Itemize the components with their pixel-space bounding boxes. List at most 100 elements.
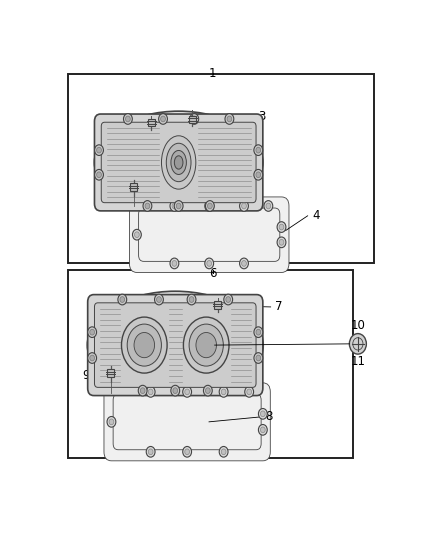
Ellipse shape — [97, 115, 260, 209]
FancyBboxPatch shape — [214, 301, 221, 309]
Circle shape — [277, 222, 286, 232]
Circle shape — [132, 229, 141, 240]
Circle shape — [203, 385, 212, 396]
Circle shape — [261, 411, 265, 417]
Circle shape — [221, 389, 226, 395]
Ellipse shape — [87, 291, 263, 399]
Text: 7: 7 — [276, 301, 283, 313]
FancyBboxPatch shape — [132, 200, 286, 269]
Circle shape — [254, 169, 263, 180]
Circle shape — [185, 389, 190, 395]
Circle shape — [95, 145, 103, 156]
Ellipse shape — [166, 143, 191, 182]
Ellipse shape — [171, 150, 187, 174]
Circle shape — [258, 408, 267, 419]
Circle shape — [183, 386, 191, 397]
Circle shape — [207, 261, 212, 266]
Circle shape — [90, 329, 95, 335]
Circle shape — [219, 386, 228, 397]
Bar — [68, 270, 353, 458]
Circle shape — [242, 203, 246, 209]
Circle shape — [247, 389, 251, 395]
Circle shape — [138, 385, 147, 396]
Circle shape — [254, 327, 263, 337]
FancyBboxPatch shape — [130, 197, 289, 272]
Circle shape — [90, 355, 95, 361]
Ellipse shape — [162, 136, 196, 189]
Circle shape — [126, 116, 130, 122]
FancyBboxPatch shape — [148, 119, 155, 126]
Circle shape — [172, 203, 177, 209]
Circle shape — [279, 239, 284, 245]
Circle shape — [256, 172, 261, 177]
Circle shape — [350, 334, 366, 354]
Circle shape — [118, 294, 127, 305]
FancyBboxPatch shape — [95, 303, 256, 387]
Text: 1: 1 — [209, 67, 216, 80]
Circle shape — [264, 200, 273, 211]
Circle shape — [148, 389, 153, 395]
Circle shape — [88, 353, 96, 364]
Ellipse shape — [121, 317, 167, 373]
FancyBboxPatch shape — [107, 369, 114, 377]
Circle shape — [227, 116, 232, 122]
Ellipse shape — [174, 156, 183, 169]
Circle shape — [143, 200, 152, 211]
Text: 2: 2 — [110, 123, 117, 136]
Ellipse shape — [189, 324, 223, 366]
Ellipse shape — [134, 333, 155, 358]
Circle shape — [146, 447, 155, 457]
Circle shape — [261, 427, 265, 433]
Circle shape — [205, 200, 214, 211]
Text: 3: 3 — [258, 110, 266, 123]
Circle shape — [245, 386, 254, 397]
Circle shape — [97, 147, 101, 153]
Circle shape — [219, 447, 228, 457]
Ellipse shape — [196, 333, 216, 358]
Circle shape — [120, 297, 125, 302]
Circle shape — [88, 327, 96, 337]
Circle shape — [266, 203, 271, 209]
Circle shape — [221, 449, 226, 455]
Circle shape — [189, 297, 194, 302]
Circle shape — [170, 200, 179, 211]
Circle shape — [256, 329, 261, 335]
Circle shape — [156, 297, 161, 302]
FancyBboxPatch shape — [88, 295, 263, 395]
Circle shape — [205, 258, 214, 269]
Text: 11: 11 — [350, 354, 365, 368]
Circle shape — [134, 232, 139, 238]
Circle shape — [187, 294, 196, 305]
Circle shape — [279, 224, 284, 230]
Bar — [68, 74, 374, 263]
Text: 10: 10 — [350, 319, 365, 332]
Text: 5: 5 — [95, 190, 102, 203]
Text: 8: 8 — [265, 410, 272, 423]
Circle shape — [95, 169, 103, 180]
Circle shape — [226, 297, 230, 302]
Circle shape — [109, 419, 114, 425]
Circle shape — [277, 237, 286, 248]
Circle shape — [159, 114, 167, 124]
Circle shape — [225, 114, 234, 124]
Circle shape — [205, 388, 210, 393]
Circle shape — [97, 172, 101, 177]
Circle shape — [107, 416, 116, 427]
Circle shape — [254, 353, 263, 364]
Text: 9: 9 — [82, 369, 89, 382]
Circle shape — [240, 258, 248, 269]
Circle shape — [170, 258, 179, 269]
Circle shape — [140, 388, 145, 393]
Circle shape — [176, 203, 181, 209]
Circle shape — [205, 200, 214, 211]
Circle shape — [173, 388, 178, 393]
Circle shape — [207, 203, 212, 209]
Ellipse shape — [184, 317, 229, 373]
Circle shape — [224, 294, 233, 305]
Text: 4: 4 — [313, 209, 320, 222]
Circle shape — [185, 449, 190, 455]
Circle shape — [254, 145, 263, 156]
Circle shape — [155, 294, 163, 305]
Circle shape — [148, 449, 153, 455]
Circle shape — [192, 116, 197, 122]
